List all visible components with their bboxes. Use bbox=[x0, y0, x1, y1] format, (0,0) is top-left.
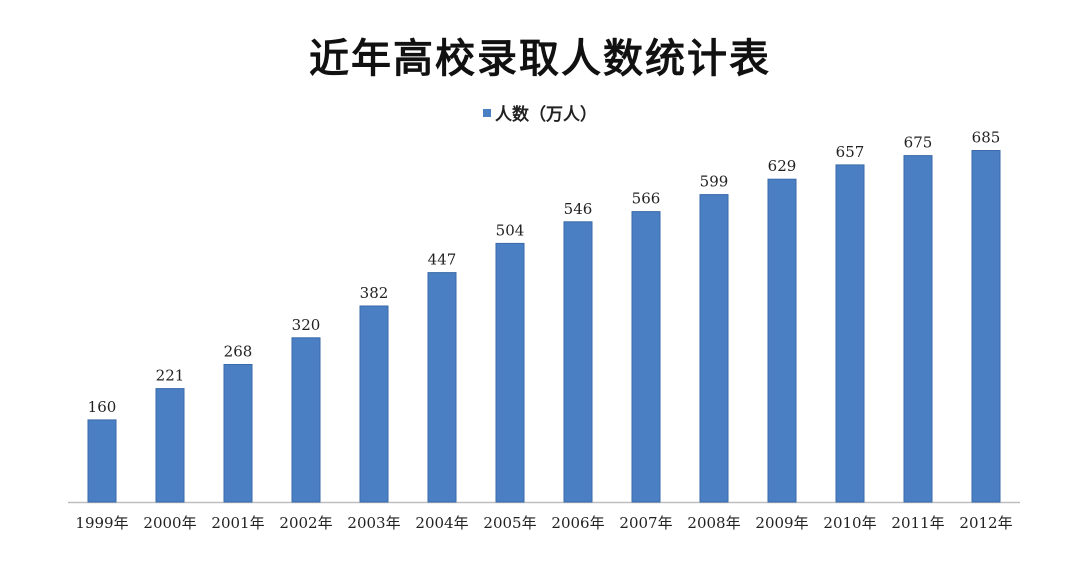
x-tick-label-2011年: 2011年 bbox=[891, 514, 944, 532]
x-tick-label-2006年: 2006年 bbox=[551, 514, 604, 532]
legend-swatch bbox=[483, 109, 491, 117]
chart-title: 近年高校录取人数统计表 bbox=[309, 36, 771, 82]
bar-2010年 bbox=[835, 164, 865, 503]
x-tick-label-2002年: 2002年 bbox=[279, 514, 332, 532]
data-label-1999年: 160 bbox=[88, 398, 117, 416]
x-tick-label-2005年: 2005年 bbox=[483, 514, 536, 532]
x-tick-label-2001年: 2001年 bbox=[211, 514, 264, 532]
data-label-2001年: 268 bbox=[224, 343, 253, 361]
data-label-2012年: 685 bbox=[972, 129, 1001, 147]
bar-2001年 bbox=[223, 364, 253, 503]
bar-2005年 bbox=[495, 242, 525, 503]
bar-2012年 bbox=[971, 150, 1001, 503]
x-tick-label-2003年: 2003年 bbox=[347, 514, 400, 532]
bar-2009年 bbox=[767, 178, 797, 503]
data-label-2011年: 675 bbox=[904, 134, 933, 152]
data-label-2005年: 504 bbox=[496, 221, 525, 239]
data-label-2006年: 546 bbox=[564, 200, 593, 218]
bar-2008年 bbox=[699, 194, 729, 503]
x-tick-label-2012年: 2012年 bbox=[959, 514, 1012, 532]
x-tick-label-2009年: 2009年 bbox=[755, 514, 808, 532]
bar-2000年 bbox=[155, 388, 185, 503]
x-tick-label-2008年: 2008年 bbox=[687, 514, 740, 532]
x-tick-label-2004年: 2004年 bbox=[415, 514, 468, 532]
bar-2003年 bbox=[359, 305, 389, 503]
data-label-2010年: 657 bbox=[836, 143, 865, 161]
x-tick-label-2010年: 2010年 bbox=[823, 514, 876, 532]
bar-2006年 bbox=[563, 221, 593, 503]
data-label-2009年: 629 bbox=[768, 157, 797, 175]
x-tick-label-1999年: 1999年 bbox=[75, 514, 128, 532]
data-label-2007年: 566 bbox=[632, 190, 661, 208]
x-tick-label-2007年: 2007年 bbox=[619, 514, 672, 532]
data-label-2008年: 599 bbox=[700, 173, 729, 191]
bar-2007年 bbox=[631, 211, 661, 503]
x-tick-label-2000年: 2000年 bbox=[143, 514, 196, 532]
legend-label: 人数（万人） bbox=[495, 105, 597, 125]
bar-2011年 bbox=[903, 155, 933, 503]
data-label-2003年: 382 bbox=[360, 284, 389, 302]
data-label-2004年: 447 bbox=[428, 251, 457, 269]
data-label-2000年: 221 bbox=[156, 367, 185, 385]
bar-2004年 bbox=[427, 272, 457, 503]
data-label-2002年: 320 bbox=[292, 316, 321, 334]
bar-2002年 bbox=[291, 337, 321, 503]
bar-1999年 bbox=[87, 419, 117, 503]
chart-legend: 人数（万人） bbox=[0, 100, 1080, 125]
